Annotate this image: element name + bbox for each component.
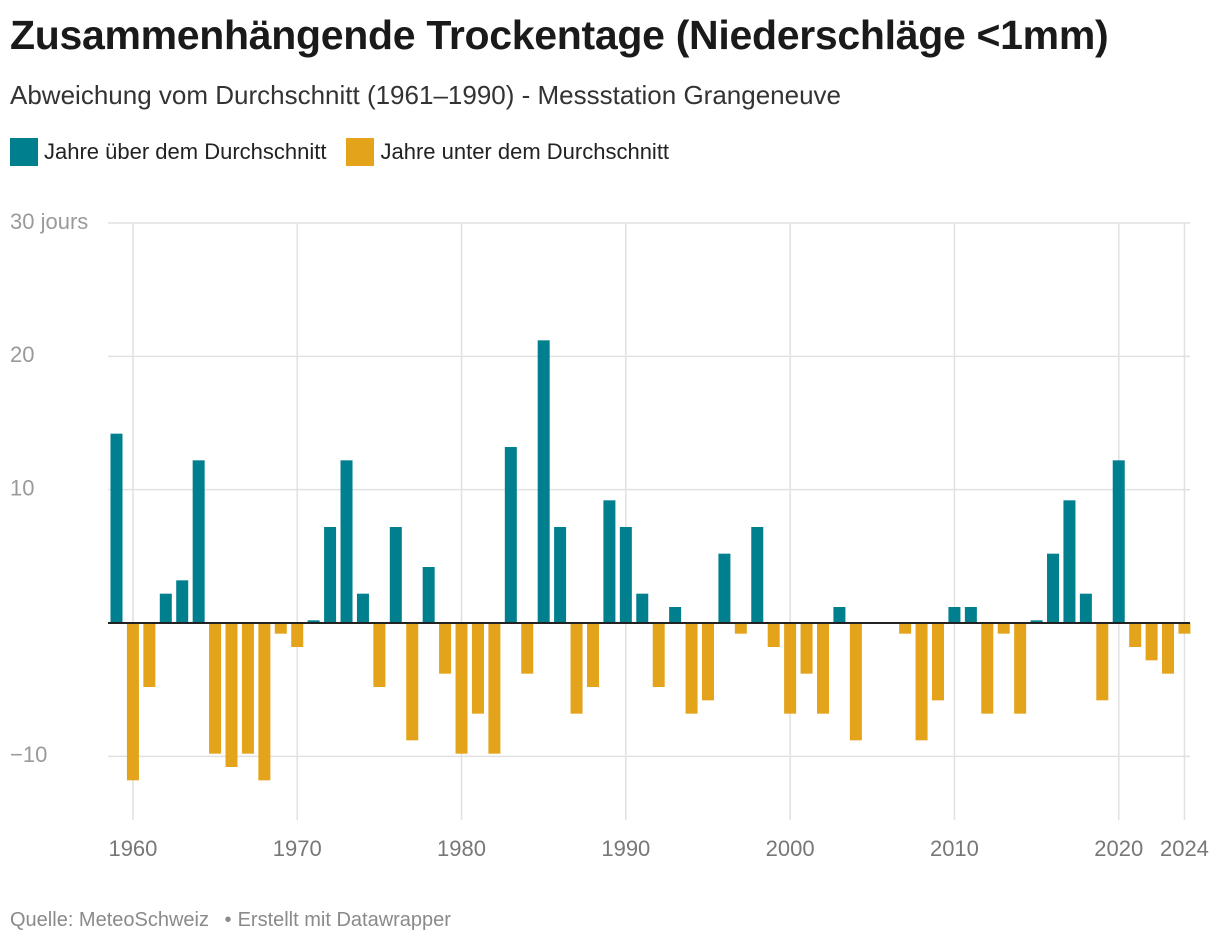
x-tick-label: 2000 (766, 836, 815, 861)
legend-label-below: Jahre unter dem Durchschnitt (380, 139, 670, 164)
bar-2000 (784, 623, 797, 714)
chart-title: Zusammenhängende Trockentage (Niederschl… (10, 12, 1109, 58)
y-tick-label: −10 (10, 742, 47, 767)
bar-2007 (899, 623, 912, 634)
bar-1987 (570, 623, 583, 714)
bar-2023 (1162, 623, 1175, 674)
bar-2010 (948, 607, 961, 623)
bar-1995 (701, 623, 714, 701)
bar-1985 (537, 340, 550, 623)
bar-1984 (521, 623, 534, 674)
bar-1975 (373, 623, 386, 687)
bar-1968 (258, 623, 271, 781)
footer-separator: • (224, 909, 232, 931)
y-tick-label: 30 jours (10, 209, 88, 234)
bar-2017 (1063, 500, 1076, 623)
y-tick-label: 10 (10, 475, 34, 500)
bar-2021 (1129, 623, 1142, 647)
bar-2020 (1112, 460, 1125, 623)
bar-2024 (1178, 623, 1191, 634)
legend: Jahre über dem Durchschnitt Jahre unter … (10, 138, 689, 166)
bar-2015 (1030, 620, 1043, 623)
bar-1986 (554, 527, 567, 623)
bar-1976 (389, 527, 402, 623)
chart-subtitle: Abweichung vom Durchschnitt (1961–1990) … (10, 80, 842, 110)
bar-1996 (718, 553, 731, 623)
bar-2011 (964, 607, 977, 623)
bar-1990 (619, 527, 632, 623)
bar-1981 (471, 623, 484, 714)
bar-1962 (159, 593, 172, 623)
footer: Quelle: MeteoSchweiz • Erstellt mit Dataw… (10, 909, 451, 932)
bar-1988 (586, 623, 599, 687)
x-tick-label: 1970 (273, 836, 322, 861)
bar-2022 (1145, 623, 1158, 661)
bar-1960 (126, 623, 139, 781)
bar-2018 (1079, 593, 1092, 623)
bar-2019 (1096, 623, 1109, 701)
legend-swatch-below (346, 138, 375, 166)
bar-1978 (422, 567, 435, 623)
bar-1966 (225, 623, 238, 767)
y-tick-label: 20 (10, 342, 34, 367)
bar-1973 (340, 460, 353, 623)
bar-2004 (849, 623, 862, 741)
bar-1974 (356, 593, 369, 623)
bar-2013 (997, 623, 1010, 634)
footer-credit: Erstellt mit Datawrapper (237, 909, 451, 931)
bar-1977 (406, 623, 419, 741)
bar-1969 (274, 623, 287, 634)
x-tick-label: 2020 (1094, 836, 1143, 861)
bar-1994 (685, 623, 698, 714)
bar-2012 (981, 623, 994, 714)
bar-1972 (324, 527, 337, 623)
bar-2002 (816, 623, 829, 714)
bar-1997 (734, 623, 747, 634)
bar-1982 (488, 623, 501, 754)
footer-source: Quelle: MeteoSchweiz (10, 909, 209, 931)
bar-1959 (110, 433, 123, 623)
bar-1963 (176, 580, 189, 623)
bar-1989 (603, 500, 616, 623)
bar-1965 (209, 623, 222, 754)
bar-1998 (751, 527, 764, 623)
x-tick-label: 1990 (601, 836, 650, 861)
x-tick-label: 1960 (108, 836, 157, 861)
bars (110, 340, 1191, 781)
bar-2009 (932, 623, 944, 701)
bar-1979 (439, 623, 452, 674)
x-tick-label: 1980 (437, 836, 486, 861)
bar-1991 (636, 593, 649, 623)
legend-swatch-above (10, 138, 38, 166)
bar-2016 (1047, 553, 1060, 623)
bar-1983 (504, 447, 517, 623)
bar-1999 (767, 623, 780, 647)
x-tick-label: 2010 (930, 836, 979, 861)
legend-label-above: Jahre über dem Durchschnitt (44, 139, 327, 164)
bar-1980 (455, 623, 468, 754)
bar-2001 (800, 623, 813, 674)
bar-1992 (652, 623, 665, 687)
x-tick-label: 2024 (1160, 836, 1209, 861)
bar-2014 (1014, 623, 1027, 714)
bar-1970 (291, 623, 304, 647)
bar-2003 (833, 607, 846, 623)
legend-item-above: Jahre über dem Durchschnitt (10, 138, 326, 166)
legend-item-below: Jahre unter dem Durchschnitt (346, 138, 669, 166)
bar-1971 (307, 620, 320, 623)
bar-1964 (192, 460, 205, 623)
bar-1967 (241, 623, 254, 754)
bar-2008 (915, 623, 928, 741)
bar-1961 (143, 623, 156, 687)
bar-1993 (669, 607, 682, 623)
